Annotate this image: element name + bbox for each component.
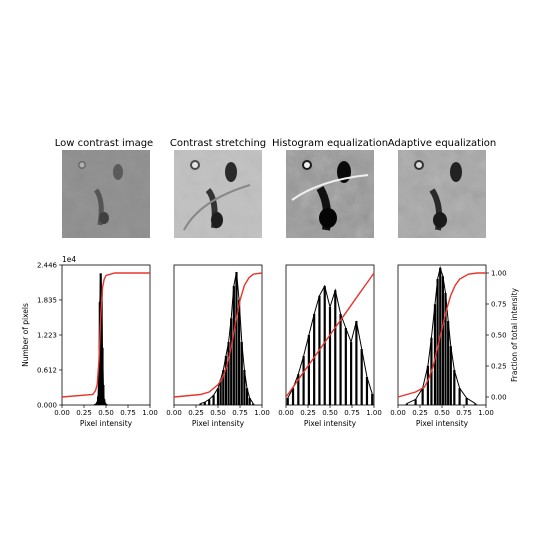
title-adaptive-equalization: Adaptive equalization xyxy=(388,138,497,149)
x-tick-label: 1.00 xyxy=(366,409,382,417)
y2-tick-label: 0.50 xyxy=(491,332,507,340)
x-tick-label: 0.75 xyxy=(232,409,248,417)
x-tick-label: 0.50 xyxy=(98,409,114,417)
x-tick-label: 0.25 xyxy=(412,409,428,417)
x-tick-label: 0.00 xyxy=(166,409,182,417)
histogram-outline xyxy=(287,284,373,399)
x-tick-label: 0.75 xyxy=(120,409,136,417)
cdf-line xyxy=(61,272,150,398)
y-axis-label-right: Fraction of total intensity xyxy=(510,287,519,382)
y-tick-label: 1.835 xyxy=(37,296,57,304)
cdf-line xyxy=(285,272,375,398)
title-contrast-stretching: Contrast stretching xyxy=(170,138,266,149)
x-tick-label: 0.50 xyxy=(322,409,338,417)
chart-marks: 0.00 0.25 0.50 0.75 1.00 0.00 0.25 0.50 0.75 1.00… xyxy=(37,262,507,418)
x-axis-label-3: Pixel intensity xyxy=(416,419,469,428)
y-tick-label: 0.612 xyxy=(37,366,57,374)
y-tick-label: 1.223 xyxy=(37,332,57,340)
title-histogram-equalization: Histogram equalization xyxy=(272,138,388,149)
x-tick-label: 0.50 xyxy=(434,409,450,417)
x-tick-label: 0.00 xyxy=(54,409,70,417)
x-tick-label: 1.00 xyxy=(478,409,494,417)
x-axis-label-2: Pixel intensity xyxy=(304,419,357,428)
histogram-outline xyxy=(93,273,108,406)
y-axis-label-left: Number of pixels xyxy=(21,303,30,367)
x-axis-label-1: Pixel intensity xyxy=(192,419,245,428)
y2-tick-label: 1.00 xyxy=(491,270,507,278)
x-tick-label: 1.00 xyxy=(254,409,270,417)
x-tick-label: 1.00 xyxy=(142,409,158,417)
y-tick-label: 2.446 xyxy=(37,262,58,270)
x-tick-label: 0.25 xyxy=(76,409,92,417)
x-tick-label: 0.00 xyxy=(390,409,406,417)
cdf-line xyxy=(173,272,263,398)
histogram-axes-0 xyxy=(61,264,151,406)
histogram-outline xyxy=(406,265,476,405)
x-tick-label: 0.75 xyxy=(344,409,360,417)
image-panel-low-contrast xyxy=(62,150,150,238)
y2-tick-label: 0.75 xyxy=(491,301,507,309)
histogram-outline xyxy=(200,271,254,405)
x-tick-label: 0.50 xyxy=(210,409,226,417)
y-tick-label: 0.000 xyxy=(37,402,57,410)
y-offset-label: 1e4 xyxy=(62,255,76,264)
image-panel-histogram-equalization xyxy=(286,150,374,238)
x-axis-label-0: Pixel intensity xyxy=(80,419,133,428)
title-low-contrast: Low contrast image xyxy=(55,138,153,149)
x-tick-label: 0.25 xyxy=(300,409,316,417)
y2-tick-label: 0.25 xyxy=(491,363,507,371)
x-tick-label: 0.75 xyxy=(456,409,472,417)
x-tick-label: 0.25 xyxy=(188,409,204,417)
image-panel-adaptive-equalization xyxy=(398,150,486,238)
image-panel-contrast-stretching xyxy=(174,150,262,238)
y2-tick-label: 0.00 xyxy=(491,394,507,402)
x-tick-label: 0.00 xyxy=(278,409,294,417)
cdf-line xyxy=(397,272,486,398)
